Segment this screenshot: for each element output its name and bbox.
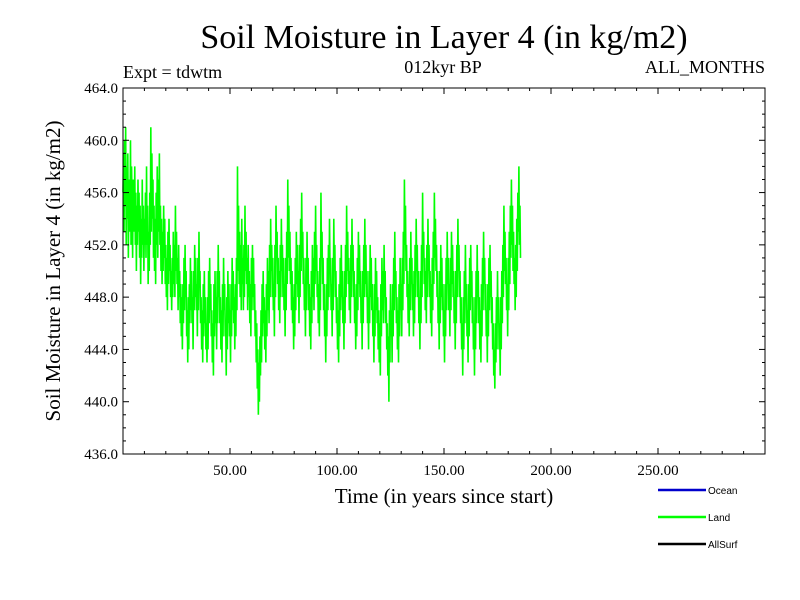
x-axis-label: Time (in years since start) xyxy=(335,484,554,508)
y-tick-label: 444.0 xyxy=(84,342,118,358)
y-tick-label: 436.0 xyxy=(84,447,118,463)
legend: Ocean Land AllSurf xyxy=(658,486,738,551)
y-tick-label: 464.0 xyxy=(84,81,118,97)
axes: 436.0 440.0 444.0 448.0 452.0 456.0 460.0 464.0… xyxy=(84,81,765,479)
x-tick-label: 50.00 xyxy=(213,463,247,479)
x-tick-label: 200.00 xyxy=(530,463,571,479)
chart-title: Soil Moisture in Layer 4 (in kg/m2) xyxy=(200,19,687,56)
legend-label-ocean: Ocean xyxy=(708,486,737,497)
y-axis-label: Soil Moisture in Layer 4 (in kg/m2) xyxy=(41,121,65,422)
months-label: ALL_MONTHS xyxy=(645,57,765,77)
y-tick-label: 460.0 xyxy=(84,133,118,149)
x-tick-label: 250.00 xyxy=(637,463,678,479)
x-tick-label: 100.00 xyxy=(316,463,357,479)
plot-series xyxy=(122,127,522,415)
legend-label-land: Land xyxy=(708,513,730,524)
y-tick-label: 440.0 xyxy=(84,395,118,411)
series-line-land xyxy=(122,127,522,415)
y-tick-label: 448.0 xyxy=(84,290,118,306)
period-label: 012kyr BP xyxy=(404,57,482,77)
experiment-label: Expt = tdwtm xyxy=(123,62,222,82)
y-tick-label: 452.0 xyxy=(84,238,118,254)
legend-label-allsurf: AllSurf xyxy=(708,540,738,551)
x-tick-label: 150.00 xyxy=(423,463,464,479)
y-tick-label: 456.0 xyxy=(84,186,118,202)
